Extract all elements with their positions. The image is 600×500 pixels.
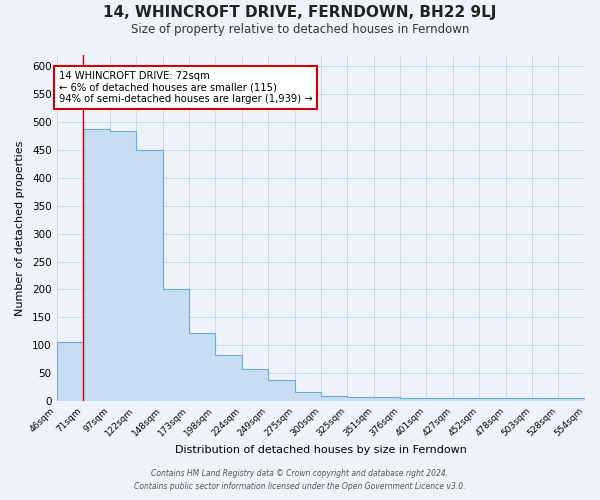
Text: 14 WHINCROFT DRIVE: 72sqm
← 6% of detached houses are smaller (115)
94% of semi-: 14 WHINCROFT DRIVE: 72sqm ← 6% of detach… bbox=[59, 70, 312, 104]
Y-axis label: Number of detached properties: Number of detached properties bbox=[15, 140, 25, 316]
Text: Size of property relative to detached houses in Ferndown: Size of property relative to detached ho… bbox=[131, 22, 469, 36]
Text: Contains HM Land Registry data © Crown copyright and database right 2024.
Contai: Contains HM Land Registry data © Crown c… bbox=[134, 469, 466, 491]
X-axis label: Distribution of detached houses by size in Ferndown: Distribution of detached houses by size … bbox=[175, 445, 467, 455]
Text: 14, WHINCROFT DRIVE, FERNDOWN, BH22 9LJ: 14, WHINCROFT DRIVE, FERNDOWN, BH22 9LJ bbox=[103, 6, 497, 20]
